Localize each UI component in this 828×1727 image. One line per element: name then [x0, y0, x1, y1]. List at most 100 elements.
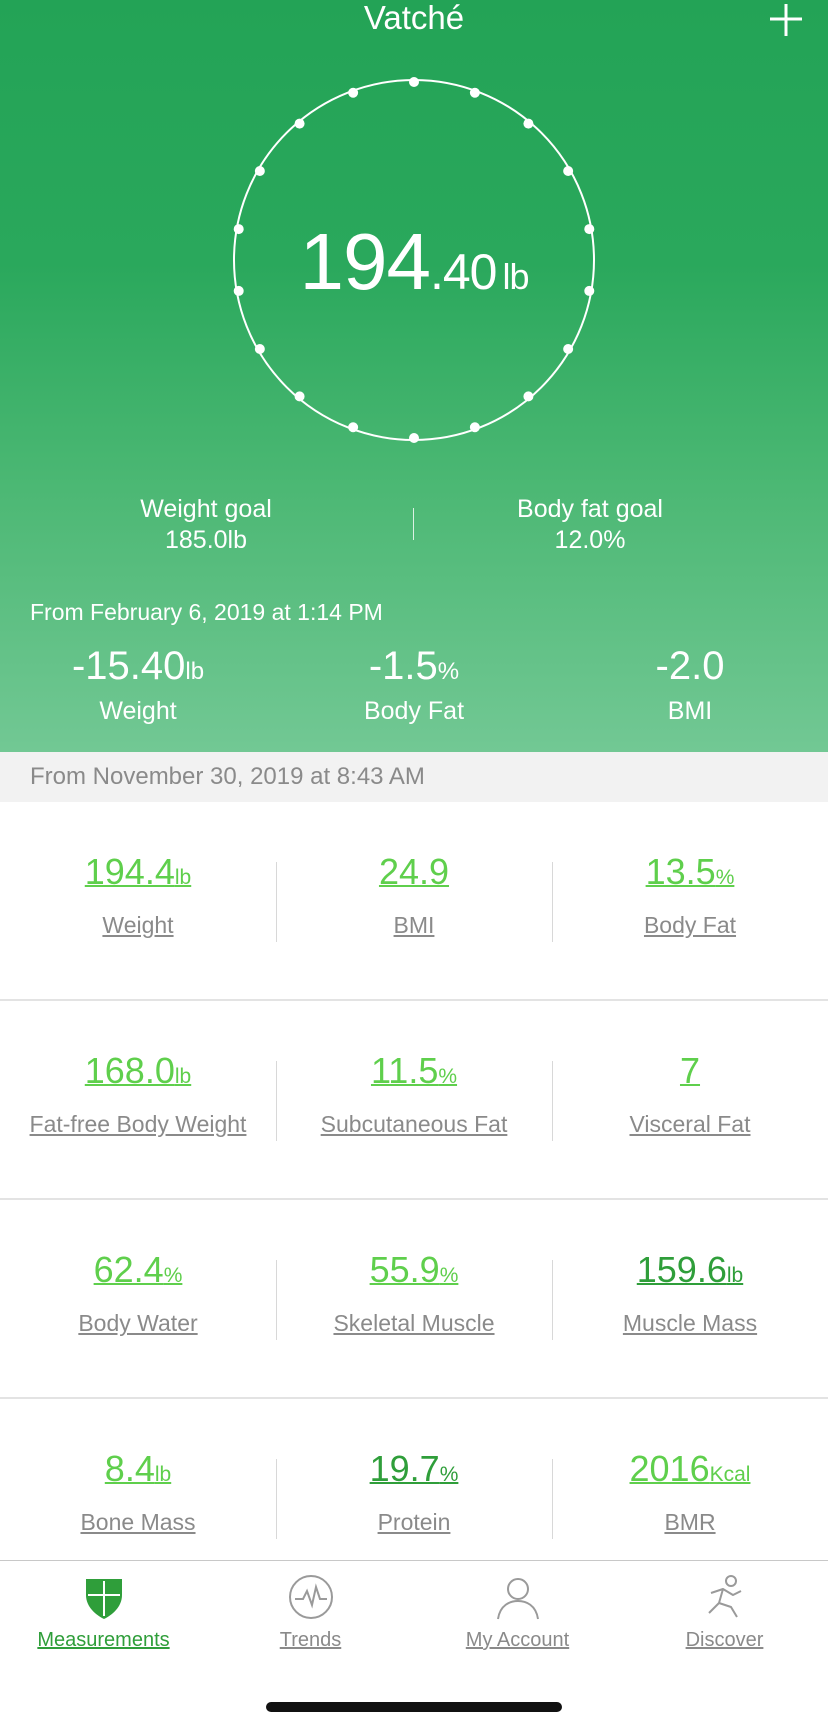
metric-body-fat[interactable]: 13.5% Body Fat	[552, 802, 828, 1001]
metric-number: 7	[679, 1050, 701, 1091]
tab-label: Measurements	[37, 1629, 170, 1651]
metric-label: Subcutaneous Fat	[320, 1111, 508, 1137]
metrics-grid: 194.4lb Weight 24.9 BMI 13.5% Body Fat 1…	[0, 802, 828, 1598]
add-measurement-button[interactable]	[762, 0, 810, 40]
metrics-row: 8.4lb Bone Mass 19.7% Protein 2016Kcal B…	[0, 1399, 828, 1598]
home-indicator	[266, 1702, 562, 1712]
dial-tick-dot	[563, 344, 574, 354]
metric-value: 7	[552, 1049, 828, 1099]
metric-label: Visceral Fat	[629, 1111, 751, 1137]
metric-number: 55.9	[369, 1249, 440, 1290]
tab-label: My Account	[465, 1629, 570, 1651]
metric-bone-mass[interactable]: 8.4lb Bone Mass	[0, 1399, 276, 1598]
metric-unit: %	[439, 1463, 459, 1486]
metric-visceral-fat[interactable]: 7 Visceral Fat	[552, 1001, 828, 1200]
bmi-change-label: BMI	[667, 697, 713, 725]
tab-my-account[interactable]: My Account	[414, 1561, 621, 1681]
metric-unit: Kcal	[709, 1463, 751, 1486]
dial-tick-dot	[233, 285, 244, 296]
dial-tick-dot	[348, 422, 359, 433]
metric-bmi[interactable]: 24.9 BMI	[276, 802, 552, 1001]
metric-value: 2016Kcal	[552, 1447, 828, 1497]
metric-number: 2016	[629, 1448, 710, 1489]
metric-value: 24.9	[276, 850, 552, 900]
metric-label: Muscle Mass	[622, 1310, 758, 1336]
dial-tick-dot	[233, 224, 244, 235]
dial-tick-dot	[584, 285, 595, 296]
column-divider	[276, 1061, 277, 1141]
column-divider	[276, 1459, 277, 1539]
tab-trends[interactable]: Trends	[207, 1561, 414, 1681]
weight-change-label: Weight	[99, 697, 177, 725]
weight-change-unit: lb	[185, 658, 205, 685]
metric-value: 168.0lb	[0, 1049, 276, 1099]
tab-label: Discover	[685, 1629, 764, 1651]
pulse-icon	[289, 1575, 333, 1619]
column-divider	[276, 862, 277, 942]
weight-change-value: -15.40	[71, 644, 186, 688]
bodyfat-goal[interactable]: Body fat goal 12.0%	[440, 494, 740, 556]
column-divider	[552, 1061, 553, 1141]
metric-weight[interactable]: 194.4lb Weight	[0, 802, 276, 1001]
dial-tick-dot	[409, 433, 419, 443]
metric-unit: lb	[726, 1264, 744, 1287]
goal-divider	[413, 508, 414, 540]
tab-discover[interactable]: Discover	[621, 1561, 828, 1681]
metric-number: 168.0	[84, 1050, 175, 1091]
bmi-change: -2.0 BMI	[560, 644, 820, 726]
dial-tick-dot	[563, 166, 574, 176]
metric-unit: lb	[174, 866, 192, 889]
runner-icon	[708, 1575, 742, 1618]
metrics-row: 62.4% Body Water 55.9% Skeletal Muscle 1…	[0, 1200, 828, 1399]
metric-body-water[interactable]: 62.4% Body Water	[0, 1200, 276, 1399]
measurement-date: From November 30, 2019 at 8:43 AM	[30, 763, 425, 790]
metric-value: 194.4lb	[0, 850, 276, 900]
metric-unit: %	[439, 1264, 459, 1287]
metric-skeletal-muscle[interactable]: 55.9% Skeletal Muscle	[276, 1200, 552, 1399]
bodyfat-change-value: -1.5	[368, 644, 438, 688]
metric-label: Fat-free Body Weight	[29, 1111, 247, 1137]
metric-number: 159.6	[636, 1249, 727, 1290]
metric-label: BMI	[393, 912, 435, 938]
dial-tick-dot	[523, 391, 534, 402]
weight-dial	[233, 77, 595, 443]
weight-goal[interactable]: Weight goal 185.0lb	[56, 494, 356, 556]
metric-label: Skeletal Muscle	[333, 1310, 495, 1336]
dial-tick-dot	[523, 118, 534, 129]
metric-label: BMR	[664, 1509, 716, 1535]
column-divider	[276, 1260, 277, 1340]
bodyfat-change: -1.5% Body Fat	[284, 644, 544, 726]
tab-measurements[interactable]: Measurements	[0, 1561, 207, 1681]
person-icon	[497, 1578, 539, 1620]
metric-label: Weight	[102, 912, 174, 938]
metric-unit: lb	[154, 1463, 172, 1486]
metric-muscle-mass[interactable]: 159.6lb Muscle Mass	[552, 1200, 828, 1399]
metric-label: Body Water	[78, 1310, 198, 1336]
weight-goal-label: Weight goal	[140, 495, 272, 523]
user-name-title: Vatché	[363, 0, 465, 36]
metric-number: 19.7	[369, 1448, 440, 1489]
metric-fat-free-body-weight[interactable]: 168.0lb Fat-free Body Weight	[0, 1001, 276, 1200]
metric-label: Bone Mass	[80, 1509, 196, 1535]
metric-subcutaneous-fat[interactable]: 11.5% Subcutaneous Fat	[276, 1001, 552, 1200]
metrics-row: 168.0lb Fat-free Body Weight 11.5% Subcu…	[0, 1001, 828, 1200]
metric-number: 13.5	[645, 851, 716, 892]
metric-bmr[interactable]: 2016Kcal BMR	[552, 1399, 828, 1598]
column-divider	[552, 1260, 553, 1340]
column-divider	[552, 1459, 553, 1539]
metric-protein[interactable]: 19.7% Protein	[276, 1399, 552, 1598]
tab-bar: Measurements Trends My Account Discover	[0, 1560, 828, 1727]
dial-tick-dot	[469, 422, 480, 433]
dial-tick-dot	[294, 118, 305, 129]
weight-integer: 194	[299, 217, 430, 306]
bodyfat-change-unit: %	[437, 658, 460, 685]
metric-number: 8.4	[104, 1448, 155, 1489]
measurement-date-bar: From November 30, 2019 at 8:43 AM	[0, 752, 828, 802]
metric-unit: %	[438, 1065, 458, 1088]
metric-value: 62.4%	[0, 1248, 276, 1298]
metric-number: 24.9	[378, 851, 450, 892]
metric-value: 13.5%	[552, 850, 828, 900]
weight-decimal: .40	[429, 244, 498, 300]
metric-label: Protein	[377, 1509, 451, 1535]
bodyfat-goal-value: 12.0%	[554, 526, 626, 554]
